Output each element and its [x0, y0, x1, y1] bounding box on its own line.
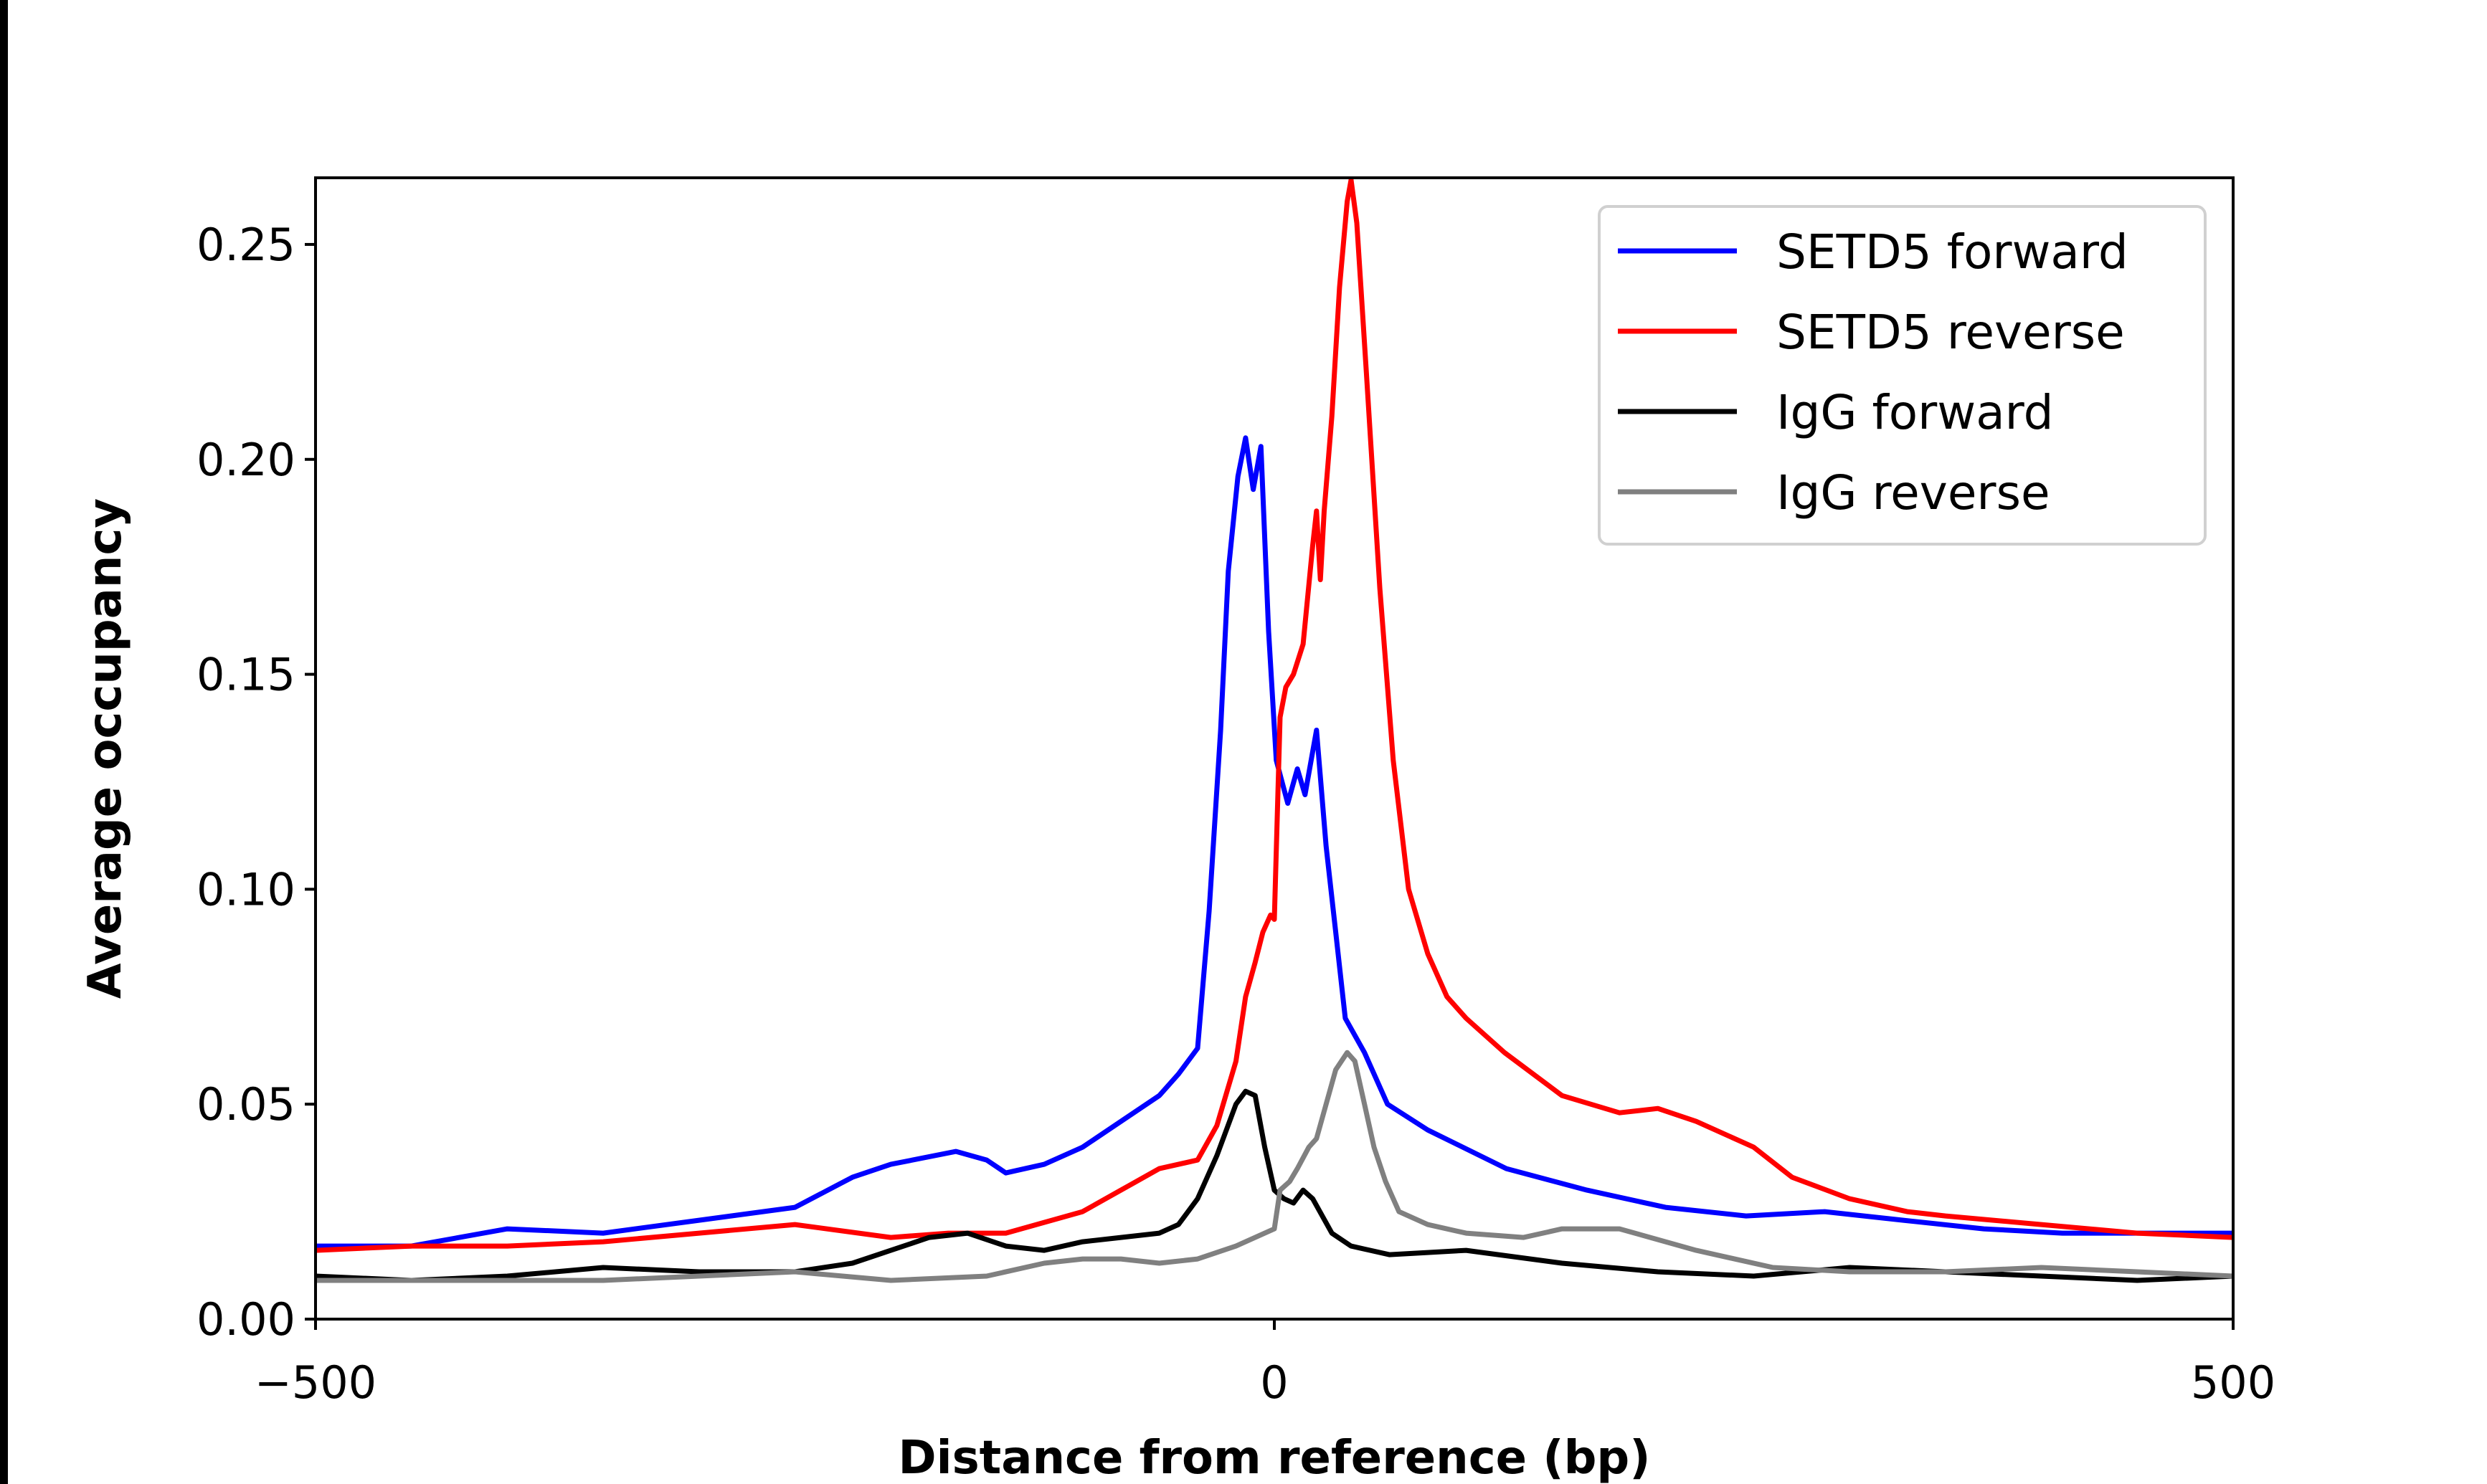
y-tick-label: 0.15 — [196, 649, 295, 701]
legend-label: IgG forward — [1776, 385, 2054, 440]
y-tick-label: 0.10 — [196, 863, 295, 915]
y-axis-label: Average occupancy — [79, 498, 132, 999]
legend-label: IgG reverse — [1776, 465, 2050, 520]
series-line-setd5-reverse — [315, 177, 2234, 1253]
x-axis-label: Distance from reference (bp) — [899, 1432, 1651, 1484]
y-tick-label: 0.25 — [196, 219, 295, 271]
y-tick-label: 0.05 — [196, 1078, 295, 1131]
x-tick-label: 0 — [1260, 1356, 1288, 1409]
legend-label: SETD5 forward — [1776, 224, 2128, 280]
left-border — [0, 0, 8, 1484]
y-tick-label: 0.20 — [196, 434, 295, 486]
series-line-igg-forward — [315, 1088, 2234, 1283]
y-tick-label: 0.00 — [196, 1293, 295, 1346]
x-tick-label: 500 — [2191, 1356, 2275, 1409]
series-line-setd5-forward — [316, 435, 2233, 1249]
legend-label: SETD5 reverse — [1776, 305, 2125, 360]
legend: SETD5 forward SETD5 reverse IgG forward IgG… — [1598, 205, 2207, 546]
x-tick-label: −500 — [255, 1356, 376, 1409]
legend-box — [1598, 205, 2207, 546]
series-line-igg-reverse — [316, 1050, 2234, 1283]
